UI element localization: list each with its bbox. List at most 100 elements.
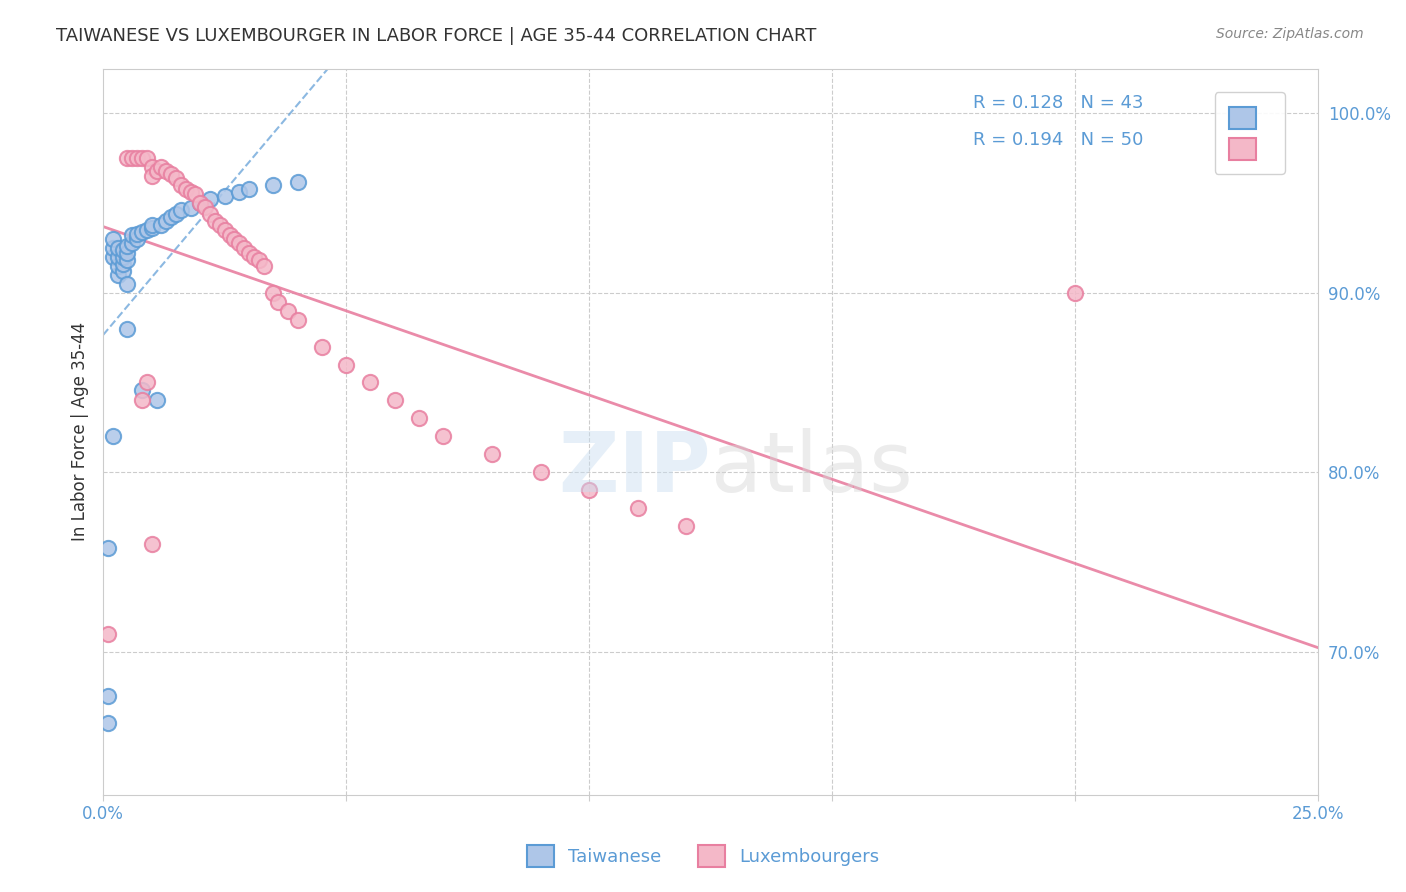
Point (141, 169, 163, 183)
Point (97, 626, 120, 640)
Point (160, 167, 183, 181)
Point (127, 232, 149, 246)
Point (135, 376, 157, 390)
Legend: Taiwanese, Luxembourgers: Taiwanese, Luxembourgers (519, 838, 887, 874)
Point (198, 193, 221, 207)
Text: ZIP: ZIP (558, 427, 710, 508)
Point (131, 393, 153, 408)
Point (117, 151, 139, 165)
Point (335, 358, 357, 372)
Point (141, 537, 163, 551)
Point (228, 186, 250, 200)
Point (204, 214, 226, 228)
Point (287, 312, 309, 326)
Point (238, 182, 260, 196)
Point (224, 232, 246, 246)
Point (131, 225, 153, 239)
Y-axis label: In Labor Force | Age 35-44: In Labor Force | Age 35-44 (72, 322, 89, 541)
Point (675, 519, 697, 533)
Point (184, 187, 207, 202)
Point (117, 246, 139, 260)
Point (243, 250, 266, 264)
Point (117, 253, 139, 268)
Point (101, 241, 124, 255)
Point (145, 163, 167, 178)
Point (135, 151, 157, 165)
Point (529, 465, 551, 479)
Text: TAIWANESE VS LUXEMBOURGER IN LABOR FORCE | AGE 35-44 CORRELATION CHART: TAIWANESE VS LUXEMBOURGER IN LABOR FORCE… (56, 27, 817, 45)
Point (165, 170, 187, 185)
Point (188, 196, 211, 211)
Point (111, 250, 134, 264)
Point (627, 501, 650, 516)
Text: R = 0.128   N = 43: R = 0.128 N = 43 (973, 95, 1143, 112)
Point (121, 151, 143, 165)
Point (311, 340, 333, 354)
Point (107, 241, 129, 255)
Point (267, 294, 290, 309)
Point (214, 223, 236, 237)
Point (160, 211, 183, 225)
Point (141, 221, 163, 235)
Point (145, 393, 167, 408)
Point (194, 200, 217, 214)
Point (218, 228, 240, 243)
Point (111, 257, 134, 271)
Point (262, 178, 284, 193)
Point (432, 429, 454, 443)
Point (481, 447, 503, 461)
Point (262, 285, 284, 300)
Point (252, 259, 274, 273)
Point (150, 160, 173, 174)
Point (277, 303, 299, 318)
Point (287, 175, 309, 189)
Point (180, 202, 202, 216)
Text: R = 0.194   N = 50: R = 0.194 N = 50 (973, 131, 1143, 149)
Point (180, 186, 202, 200)
Point (117, 239, 139, 253)
Point (107, 250, 129, 264)
Point (117, 277, 139, 291)
Point (101, 250, 124, 264)
Point (107, 259, 129, 273)
Point (578, 483, 600, 497)
Point (233, 241, 256, 255)
Point (150, 218, 173, 232)
Point (238, 246, 260, 260)
Point (101, 232, 124, 246)
Point (384, 393, 406, 408)
Point (127, 227, 149, 241)
Point (214, 189, 236, 203)
Point (170, 203, 193, 218)
Point (247, 253, 270, 268)
Point (107, 268, 129, 282)
Point (121, 228, 143, 243)
Point (155, 214, 177, 228)
Point (208, 218, 231, 232)
Point (121, 235, 143, 250)
Point (117, 321, 139, 335)
Point (1064, 285, 1087, 300)
Point (141, 218, 163, 232)
Point (131, 151, 153, 165)
Point (97, 541, 120, 555)
Point (198, 207, 221, 221)
Point (127, 151, 149, 165)
Legend: , : , (1215, 92, 1285, 174)
Point (170, 178, 193, 193)
Text: Source: ZipAtlas.com: Source: ZipAtlas.com (1216, 27, 1364, 41)
Point (135, 223, 157, 237)
Point (155, 163, 177, 178)
Text: atlas: atlas (710, 427, 912, 508)
Point (359, 376, 381, 390)
Point (97, 690, 120, 704)
Point (408, 411, 430, 425)
Point (101, 429, 124, 443)
Point (228, 235, 250, 250)
Point (174, 182, 197, 196)
Point (131, 383, 153, 397)
Point (141, 160, 163, 174)
Point (111, 264, 134, 278)
Point (165, 207, 187, 221)
Point (111, 243, 134, 257)
